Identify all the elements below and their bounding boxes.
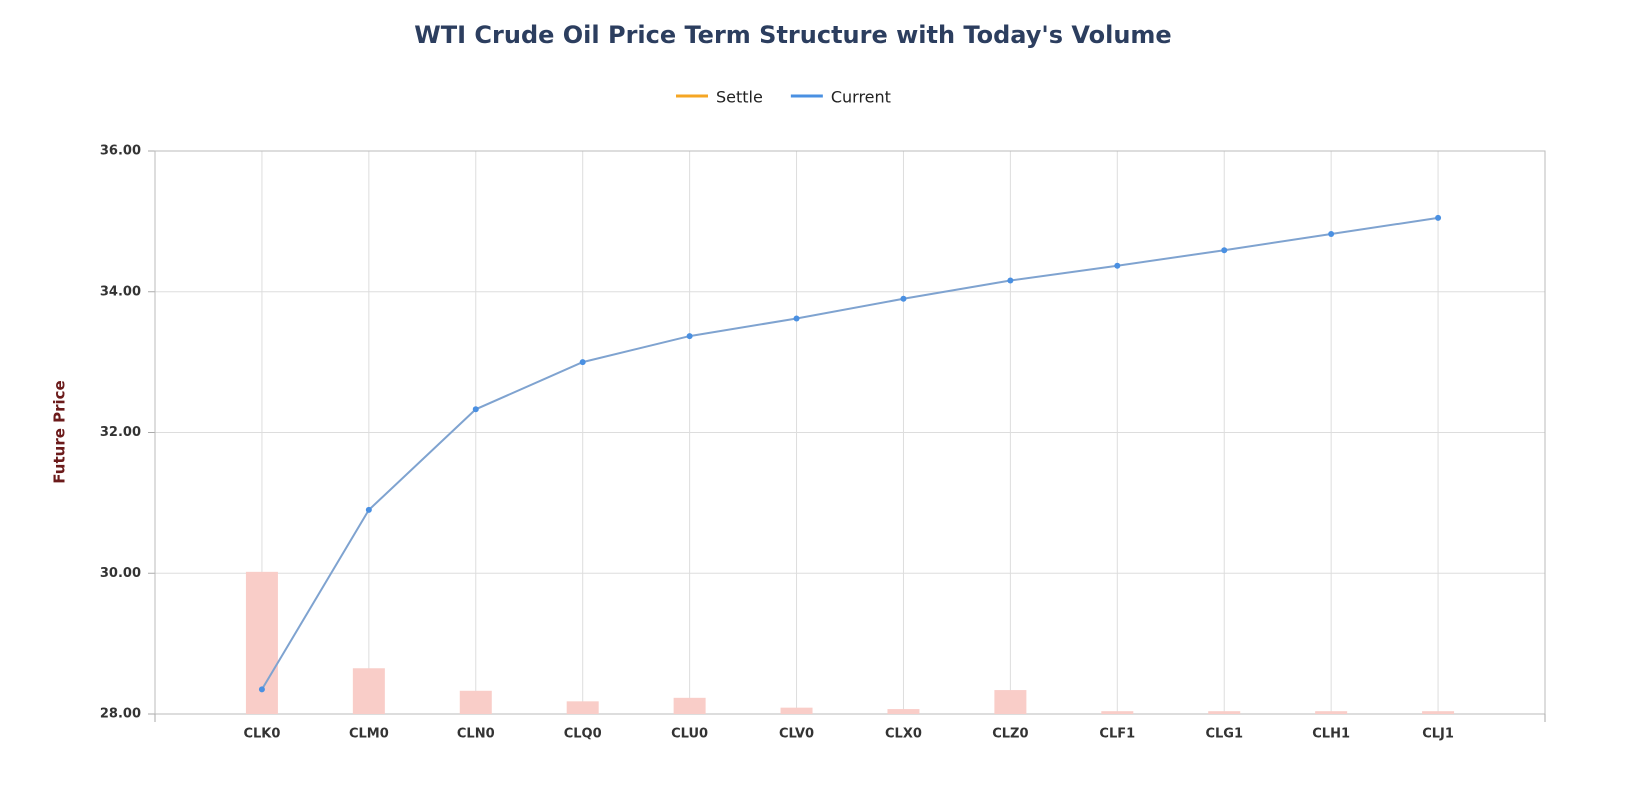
x-tick-label: CLK0 bbox=[243, 727, 280, 742]
volume-bar bbox=[352, 668, 385, 714]
volume-bar bbox=[780, 707, 813, 714]
y-tick-label: 30.00 bbox=[100, 566, 141, 581]
volume-bar bbox=[459, 690, 492, 714]
x-tick-label: CLZ0 bbox=[992, 727, 1028, 742]
volume-bar bbox=[566, 701, 599, 714]
point bbox=[258, 686, 265, 693]
point bbox=[365, 506, 372, 513]
y-tick-label: 34.00 bbox=[100, 284, 141, 299]
chart-title: WTI Crude Oil Price Term Structure with … bbox=[414, 21, 1171, 49]
x-tick-label: CLU0 bbox=[671, 727, 708, 742]
point bbox=[1221, 247, 1228, 254]
point bbox=[686, 333, 693, 340]
volume-bar bbox=[673, 697, 706, 714]
volume-bar bbox=[245, 571, 278, 714]
y-tick-label: 32.00 bbox=[100, 425, 141, 440]
volume-bar bbox=[994, 690, 1027, 714]
x-tick-label: CLJ1 bbox=[1422, 727, 1454, 742]
x-tick-label: CLN0 bbox=[457, 727, 495, 742]
point bbox=[1435, 214, 1442, 221]
point bbox=[900, 295, 907, 302]
x-tick-label: CLM0 bbox=[349, 727, 389, 742]
point bbox=[1328, 231, 1335, 238]
volume-bar bbox=[1101, 711, 1134, 714]
plot-border bbox=[154, 150, 1546, 715]
volume-bar bbox=[1315, 711, 1348, 714]
x-tick-label: CLG1 bbox=[1205, 727, 1243, 742]
x-tick-label: CLF1 bbox=[1099, 727, 1135, 742]
point bbox=[579, 359, 586, 366]
x-tick-label: CLX0 bbox=[885, 727, 922, 742]
point bbox=[1114, 262, 1121, 269]
volume-bar bbox=[1208, 711, 1241, 714]
y-tick-label: 36.00 bbox=[100, 144, 141, 159]
volume-bar bbox=[1422, 711, 1455, 714]
volume-bar bbox=[887, 709, 920, 714]
point bbox=[1007, 277, 1014, 284]
x-tick-label: CLV0 bbox=[779, 727, 814, 742]
point bbox=[793, 315, 800, 322]
legend-label: Settle bbox=[716, 88, 763, 107]
series-line bbox=[261, 216, 1439, 690]
y-tick-label: 28.00 bbox=[100, 707, 141, 722]
legend-label: Current bbox=[831, 88, 891, 107]
y-axis-label: Future Price bbox=[51, 380, 69, 483]
point bbox=[472, 406, 479, 413]
x-tick-label: CLQ0 bbox=[564, 727, 602, 742]
x-tick-label: CLH1 bbox=[1312, 727, 1350, 742]
